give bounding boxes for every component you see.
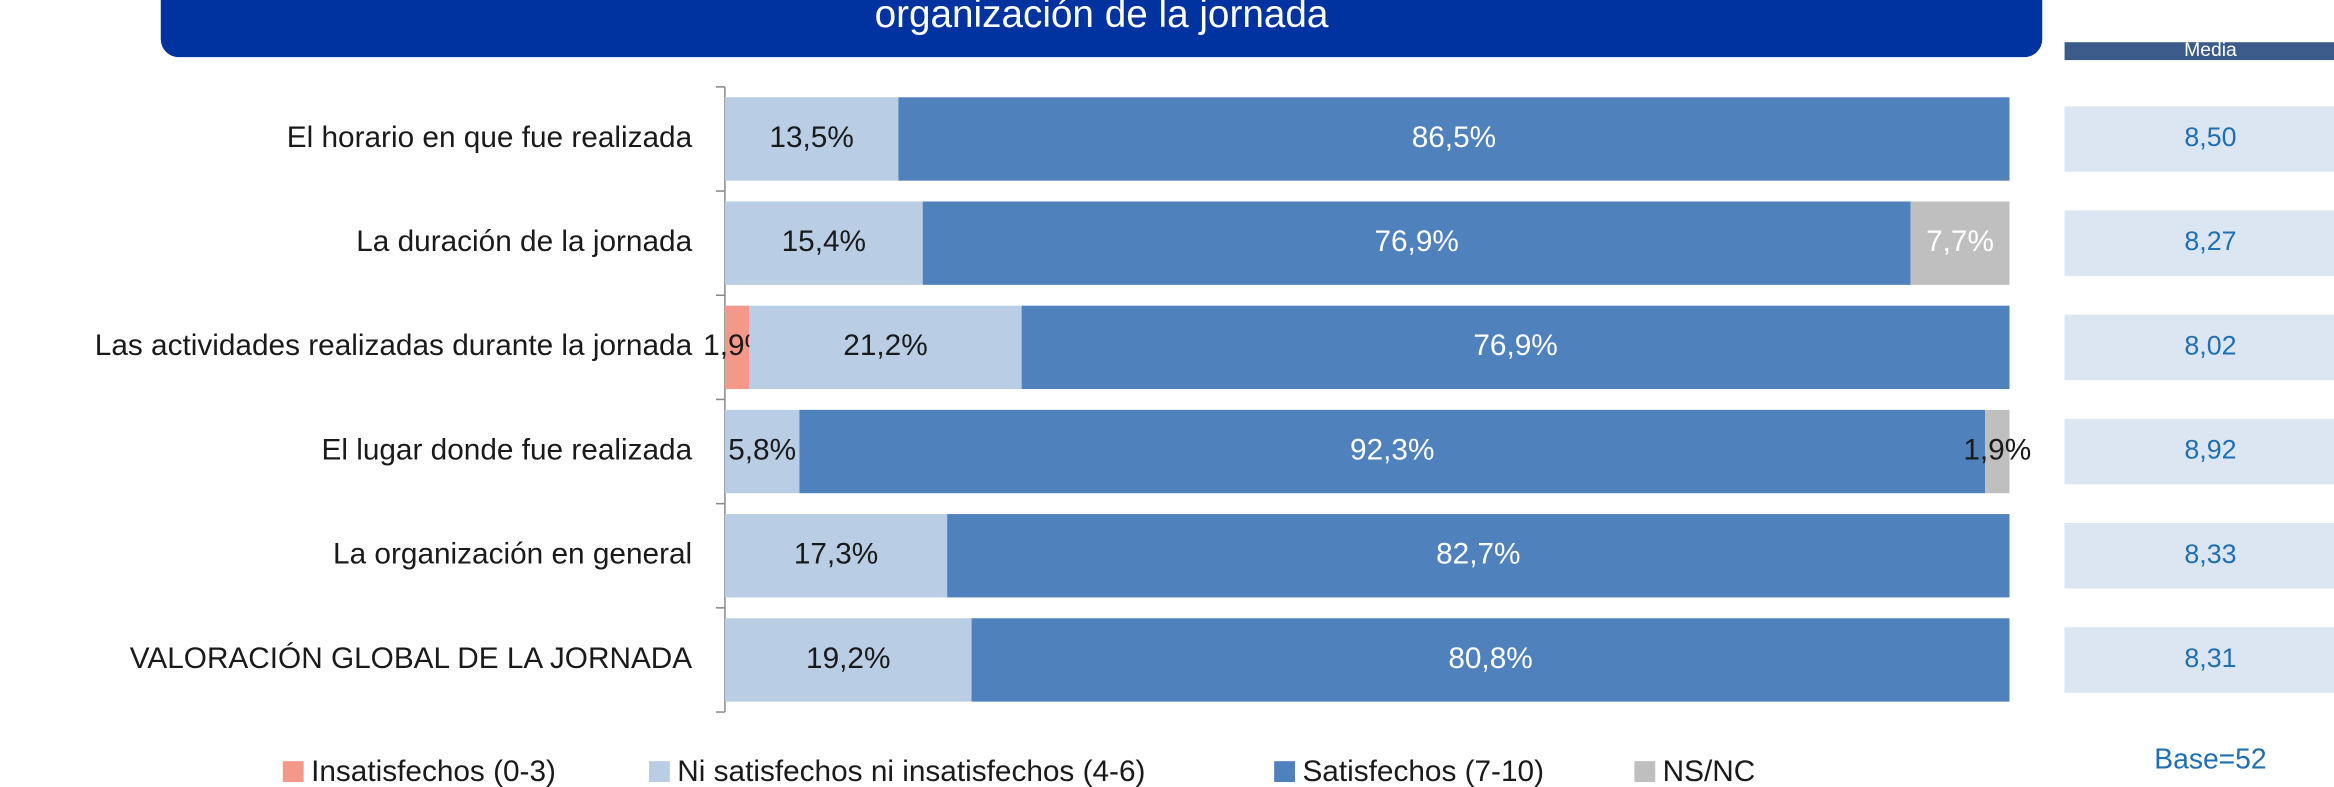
media-box [2064, 523, 2334, 589]
legend-swatch [282, 761, 304, 783]
legend-swatch [1274, 761, 1296, 783]
data-label: 7,7% [1926, 225, 1994, 258]
media-value: 8,33 [2184, 539, 2236, 569]
data-label: 92,3% [1350, 433, 1434, 466]
chart-title: organización de la jornada [875, 0, 1329, 36]
bar-segment [724, 618, 972, 702]
bar-segment [749, 305, 1022, 390]
bar-segment [947, 514, 2010, 598]
data-label: 13,5% [769, 121, 853, 154]
data-label: 19,2% [806, 642, 890, 675]
data-label: 76,9% [1473, 329, 1557, 362]
category-label: La organización en general [333, 538, 692, 571]
media-value: 8,27 [2184, 226, 2236, 256]
media-value: 8,50 [2184, 122, 2236, 152]
bar-segment [971, 618, 2010, 702]
bar-segment [724, 514, 948, 598]
data-label: 15,4% [782, 225, 866, 258]
legend-label: Ni satisfechos ni insatisfechos (4-6) [677, 755, 1145, 787]
legend-label: NS/NC [1663, 755, 1756, 787]
data-label: 5,8% [728, 433, 796, 466]
bar-segment [724, 409, 800, 494]
data-label: 80,8% [1448, 642, 1532, 675]
category-label: Las actividades realizadas durante la jo… [95, 329, 693, 362]
bar-segment [799, 409, 1986, 494]
media-header: Media [2184, 39, 2237, 61]
media-box [2064, 106, 2334, 172]
data-label: 17,3% [794, 538, 878, 571]
data-label: 76,9% [1374, 225, 1458, 258]
media-header-box [2064, 42, 2334, 61]
category-label: El lugar donde fue realizada [321, 433, 692, 466]
data-label: 86,5% [1412, 121, 1496, 154]
data-label: 82,7% [1436, 538, 1520, 571]
bar-segment [1021, 305, 2010, 390]
bar-segment [724, 97, 899, 181]
legend-swatch [1634, 761, 1656, 783]
media-box [2064, 210, 2334, 276]
legend-label: Satisfechos (7-10) [1302, 755, 1544, 787]
media-value: 8,02 [2184, 330, 2236, 360]
category-label: El horario en que fue realizada [287, 121, 693, 154]
bar-segment [724, 305, 750, 390]
media-value: 8,31 [2184, 643, 2236, 673]
legend-swatch [648, 761, 670, 783]
bar-segment [1985, 409, 2010, 494]
data-label: 21,2% [843, 329, 927, 362]
bar-segment [922, 201, 1911, 285]
base-note: Base=52 [2154, 743, 2266, 775]
media-value: 8,92 [2184, 435, 2236, 465]
data-label: 1,9% [1963, 433, 2031, 466]
media-box [2064, 418, 2334, 485]
media-box [2064, 627, 2334, 693]
media-box [2064, 314, 2334, 381]
category-label: VALORACIÓN GLOBAL DE LA JORNADA [130, 642, 693, 675]
bar-segment [898, 97, 2010, 181]
bar-segment [724, 201, 923, 285]
category-label: La duración de la jornada [356, 225, 692, 258]
title-banner [160, 0, 2043, 58]
legend-label: Insatisfechos (0-3) [311, 755, 556, 787]
bar-segment [1910, 201, 2010, 285]
